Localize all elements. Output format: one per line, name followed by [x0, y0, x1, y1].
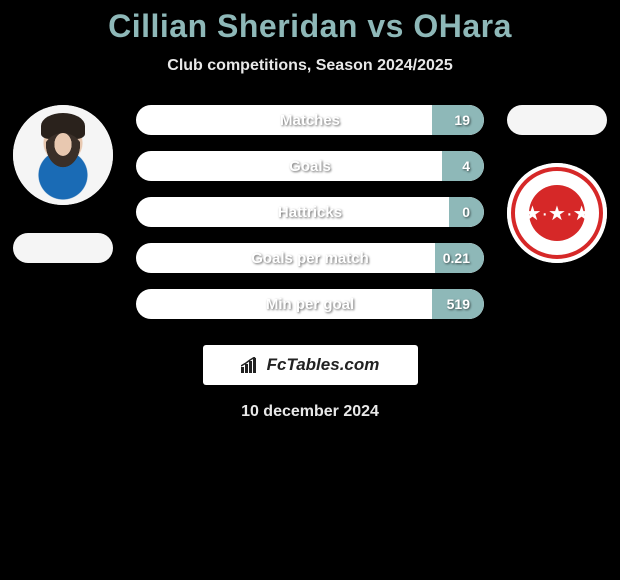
stat-label: Matches [136, 105, 484, 135]
stat-label: Goals per match [136, 243, 484, 273]
stat-value-right: 519 [447, 289, 470, 319]
player-photo-placeholder [13, 105, 113, 205]
stat-value-right: 0 [462, 197, 470, 227]
stat-value-right: 0.21 [443, 243, 470, 273]
stat-label: Min per goal [136, 289, 484, 319]
brand-text: FcTables.com [267, 355, 380, 375]
page-subtitle: Club competitions, Season 2024/2025 [0, 57, 620, 75]
right-flag-pill [507, 105, 607, 135]
stat-bar: Hattricks0 [136, 197, 484, 227]
stat-bar: Goals per match0.21 [136, 243, 484, 273]
stat-value-right: 4 [462, 151, 470, 181]
page-title: Cillian Sheridan vs OHara [0, 8, 620, 45]
main-row: Matches19 Goals4 Hattricks0 Goals per match… [0, 105, 620, 319]
club-crest-placeholder: ★·★·★ [507, 163, 607, 263]
stats-column: Matches19 Goals4 Hattricks0 Goals per match… [136, 105, 484, 319]
comparison-card: Cillian Sheridan vs OHara Club competiti… [0, 0, 620, 421]
footer-date: 10 december 2024 [0, 403, 620, 421]
left-flag-pill [13, 233, 113, 263]
stat-bar: Matches19 [136, 105, 484, 135]
brand-badge: FcTables.com [203, 345, 418, 385]
right-club-crest: ★·★·★ [507, 163, 607, 263]
stat-label: Hattricks [136, 197, 484, 227]
bar-chart-icon [241, 357, 261, 373]
stat-value-right: 19 [454, 105, 470, 135]
stat-bar: Min per goal519 [136, 289, 484, 319]
right-player-col: ★·★·★ [502, 105, 612, 263]
left-player-col [8, 105, 118, 263]
stat-bar: Goals4 [136, 151, 484, 181]
stat-label: Goals [136, 151, 484, 181]
left-player-avatar [13, 105, 113, 205]
star-icon: ★·★·★ [523, 201, 590, 226]
